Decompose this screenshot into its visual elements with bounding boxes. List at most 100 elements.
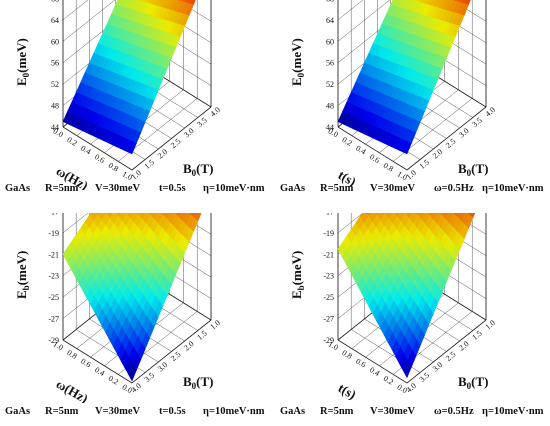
z-tick-label: -19 bbox=[323, 229, 334, 238]
surface-mesh bbox=[337, 213, 476, 379]
z-tick-label: 68 bbox=[326, 0, 334, 3]
x-tick-label: 0.6 bbox=[93, 152, 106, 165]
caption-material: GaAs bbox=[5, 183, 31, 194]
z-tick-label: 60 bbox=[326, 37, 334, 46]
box-edge bbox=[406, 106, 487, 171]
caption-eta: η=10meV·nm bbox=[203, 406, 265, 417]
z-tick-label: -23 bbox=[323, 272, 334, 281]
z-axis-label: Eb(meV) bbox=[14, 251, 31, 299]
z-label-sub: b bbox=[21, 285, 31, 290]
chart-panel-2: 44485256606468720.00.20.40.60.81.01.01.5… bbox=[275, 0, 550, 213]
x-tick-label: 0.2 bbox=[107, 374, 120, 387]
y-label-sub: 0 bbox=[467, 381, 472, 391]
x-tick-label: 0.4 bbox=[368, 365, 381, 378]
y-label-sub: 0 bbox=[192, 168, 197, 178]
z-tick-label: 44 bbox=[326, 123, 334, 132]
z-label-unit: (meV) bbox=[289, 38, 304, 73]
z-tick-label: 56 bbox=[51, 59, 59, 68]
caption-radius: R=5nm bbox=[45, 183, 79, 194]
y-label-base: B bbox=[183, 374, 192, 389]
y-label-sub: 0 bbox=[192, 381, 197, 391]
z-label-sub: 0 bbox=[296, 72, 306, 77]
x-tick-label: 1.0 bbox=[327, 339, 340, 352]
z-tick-label: 48 bbox=[51, 102, 59, 111]
z-tick-label: -25 bbox=[323, 293, 334, 302]
z-gridline-right bbox=[176, 213, 212, 235]
x-tick-label: 0.8 bbox=[382, 161, 395, 174]
x-tick-label: 0.8 bbox=[65, 348, 78, 361]
surface-patch bbox=[62, 111, 72, 124]
caption-param: ω=0.5Hz bbox=[434, 183, 474, 194]
z-gridline-right bbox=[451, 213, 487, 235]
x-tick-label: 1.0 bbox=[396, 169, 409, 182]
z-axis-label: E0(meV) bbox=[14, 38, 31, 86]
surface-mesh bbox=[337, 0, 471, 155]
z-axis-label: E0(meV) bbox=[289, 38, 306, 86]
z-tick-label: 68 bbox=[51, 0, 59, 3]
surface-chart-3: -29-27-25-23-21-19-17-151.00.80.60.40.20… bbox=[14, 213, 222, 403]
z-tick-label: -25 bbox=[48, 293, 59, 302]
y-axis-label: B0(T) bbox=[183, 161, 214, 178]
z-tick-label: -19 bbox=[48, 229, 59, 238]
z-tick-label: -29 bbox=[323, 336, 334, 345]
caption-eta: η=10meV·nm bbox=[482, 183, 544, 194]
x-tick-label: 0.6 bbox=[354, 357, 367, 370]
z-tick-label: -27 bbox=[48, 315, 59, 324]
x-tick-label: 0.2 bbox=[382, 374, 395, 387]
x-tick-label: 0.4 bbox=[79, 144, 92, 157]
caption-potential: V=30meV bbox=[95, 406, 141, 417]
y-label-base: B bbox=[458, 374, 467, 389]
x-tick-label: 0.8 bbox=[340, 348, 353, 361]
caption-radius: R=5nm bbox=[320, 183, 354, 194]
x-tick-label: 0.4 bbox=[354, 144, 367, 157]
x-tick-label: 0.0 bbox=[396, 382, 409, 395]
box-edge bbox=[62, 339, 133, 384]
x-axis-label: ω(Hz) bbox=[54, 376, 91, 403]
chart-panel-4: -29-27-25-23-21-19-17-151.00.80.60.40.20… bbox=[275, 213, 550, 426]
caption-radius: R=5nm bbox=[45, 406, 79, 417]
x-tick-label: 1.0 bbox=[121, 169, 134, 182]
z-tick-label: 60 bbox=[51, 37, 59, 46]
box-edge bbox=[62, 126, 133, 171]
z-label-unit: (meV) bbox=[14, 251, 29, 286]
z-tick-label: -21 bbox=[323, 250, 334, 259]
x-tick-label: 0.0 bbox=[52, 126, 65, 139]
caption-eta: η=10meV·nm bbox=[482, 406, 544, 417]
z-label-base: E bbox=[14, 77, 29, 86]
x-axis-label: t(s) bbox=[336, 380, 359, 402]
z-tick-label: 52 bbox=[51, 80, 59, 89]
caption-material: GaAs bbox=[5, 406, 31, 417]
box-edge bbox=[337, 339, 408, 384]
y-label-unit: (T) bbox=[196, 374, 213, 389]
y-label-base: B bbox=[458, 161, 467, 176]
y-tick-label: 1.0 bbox=[130, 168, 143, 181]
y-axis-label: B0(T) bbox=[183, 374, 214, 391]
surface-mesh bbox=[62, 0, 196, 155]
z-tick-label: -29 bbox=[48, 336, 59, 345]
z-tick-label: -17 bbox=[323, 213, 334, 216]
caption-potential: V=30meV bbox=[370, 183, 416, 194]
x-tick-label: 0.8 bbox=[107, 161, 120, 174]
z-tick-label: -21 bbox=[48, 250, 59, 259]
caption-param: t=0.5s bbox=[159, 406, 186, 417]
x-tick-label: 0.4 bbox=[93, 365, 106, 378]
x-tick-label: 0.2 bbox=[340, 135, 353, 148]
x-tick-label: 0.2 bbox=[65, 135, 78, 148]
y-label-base: B bbox=[183, 161, 192, 176]
z-label-unit: (meV) bbox=[14, 38, 29, 73]
z-tick-label: 52 bbox=[326, 80, 334, 89]
z-label-sub: 0 bbox=[21, 72, 31, 77]
caption-radius: R=5nm bbox=[320, 406, 354, 417]
caption-potential: V=30meV bbox=[370, 406, 416, 417]
y-tick-label: 4.0 bbox=[130, 381, 143, 394]
caption-param: ω=0.5Hz bbox=[434, 406, 474, 417]
y-label-unit: (T) bbox=[196, 161, 213, 176]
surface-patch bbox=[337, 241, 347, 257]
caption-potential: V=30meV bbox=[95, 183, 141, 194]
z-label-base: E bbox=[14, 290, 29, 299]
y-tick-label: 4.0 bbox=[405, 381, 418, 394]
z-tick-label: 64 bbox=[51, 16, 59, 25]
y-label-unit: (T) bbox=[471, 161, 488, 176]
z-tick-label: 48 bbox=[326, 102, 334, 111]
chart-panel-1: 44485256606468720.00.20.40.60.81.01.01.5… bbox=[0, 0, 275, 213]
